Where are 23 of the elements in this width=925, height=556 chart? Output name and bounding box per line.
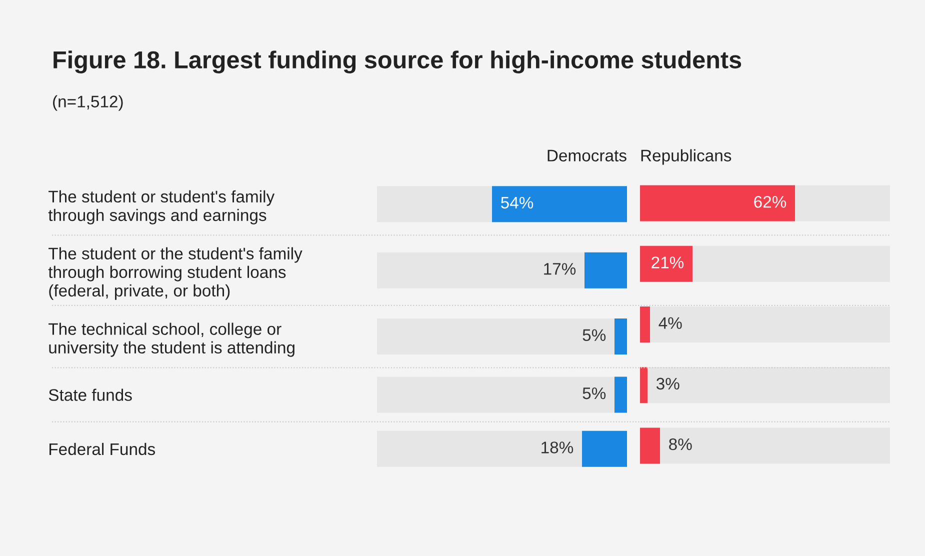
- y-tick-label: The student or student's family through savings and earnings: [48, 190, 275, 224]
- data-label: 8%: [669, 438, 692, 450]
- y-tick-label: The technical school, college or university the student is attending: [48, 322, 294, 357]
- bar: [640, 246, 692, 282]
- data-label: 17%: [544, 263, 576, 275]
- series-label: Republicans: [641, 149, 732, 165]
- y-tick-label: The student or the student's family through borrowing student loans (federal, private, or both): [48, 247, 302, 300]
- bar: [640, 367, 648, 404]
- bar: [640, 306, 650, 342]
- data-label: 62%: [754, 196, 786, 208]
- data-label: 21%: [652, 256, 684, 268]
- series-label: Democrats: [548, 150, 626, 162]
- chart-title: Figure 18. Largest funding source for high-income students: [54, 50, 742, 74]
- data-label: 5%: [582, 329, 606, 342]
- y-tick-label: Federal Funds: [50, 442, 155, 456]
- data-label: 5%: [582, 387, 606, 400]
- data-label: 3%: [656, 378, 680, 390]
- data-label: 54%: [501, 196, 534, 209]
- text: (n=1,512): [53, 95, 123, 111]
- y-tick-label: State funds: [48, 388, 132, 401]
- data-label: 4%: [658, 317, 682, 329]
- bar: [640, 428, 660, 464]
- data-label: 18%: [542, 442, 574, 454]
